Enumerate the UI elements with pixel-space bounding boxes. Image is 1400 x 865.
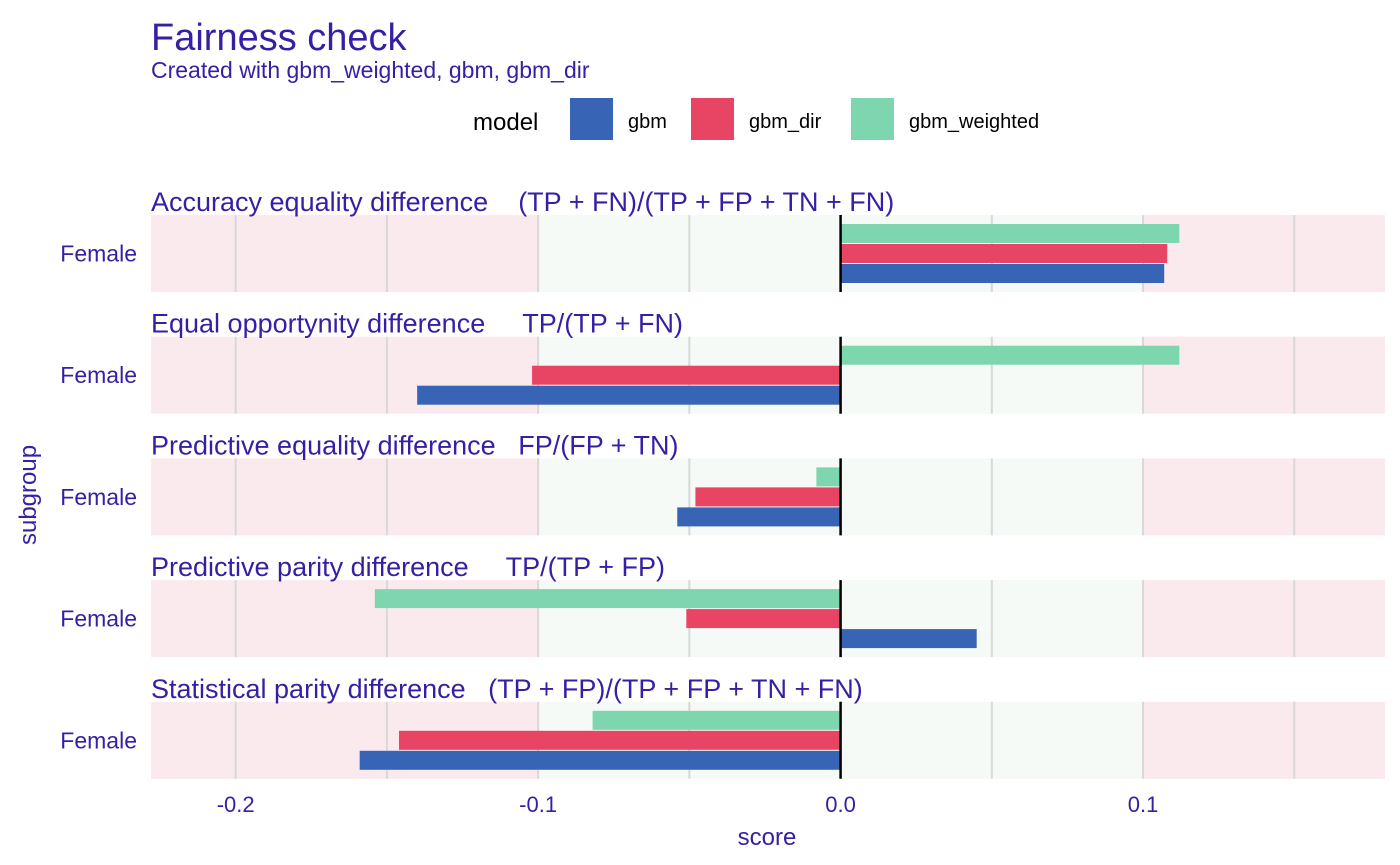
bar-gbm bbox=[417, 385, 841, 405]
panel-label: Statistical parity difference (TP + FP)/… bbox=[151, 674, 863, 704]
bar-gbm_weighted bbox=[374, 589, 841, 609]
y-axis-label: subgroup bbox=[15, 445, 42, 545]
panel-1: Equal opportynity difference TP/(TP + FN… bbox=[60, 309, 1385, 414]
subgroup-label: Female bbox=[60, 484, 137, 510]
x-axis-label: score bbox=[738, 824, 797, 851]
chart-panels: Accuracy equality difference (TP + FN)/(… bbox=[60, 187, 1385, 779]
subgroup-label: Female bbox=[60, 362, 137, 388]
x-tick-label: -0.2 bbox=[217, 792, 255, 817]
bar-gbm bbox=[840, 629, 977, 649]
x-axis-ticks: -0.2 -0.1 0.0 0.1 bbox=[217, 792, 1159, 817]
bar-gbm_dir bbox=[532, 365, 841, 385]
bar-gbm_weighted bbox=[840, 345, 1180, 365]
legend-swatch-gbm_weighted bbox=[851, 98, 894, 140]
legend-swatch-gbm_dir bbox=[691, 98, 734, 140]
unfair-zone-left bbox=[151, 215, 539, 292]
unfair-zone-right bbox=[1143, 215, 1385, 292]
chart-title: Fairness check bbox=[151, 17, 408, 59]
panel-3: Predictive parity difference TP/(TP + FP… bbox=[60, 552, 1385, 658]
bar-gbm_weighted bbox=[840, 224, 1180, 243]
legend-label-gbm: gbm bbox=[628, 111, 667, 133]
bar-gbm_weighted bbox=[592, 710, 841, 730]
panel-label: Accuracy equality difference (TP + FN)/(… bbox=[151, 187, 894, 217]
unfair-zone-right bbox=[1143, 336, 1385, 414]
panel-0: Accuracy equality difference (TP + FN)/(… bbox=[60, 187, 1385, 292]
legend-label-gbm_dir: gbm_dir bbox=[749, 111, 822, 133]
unfair-zone-right bbox=[1143, 580, 1385, 658]
legend-swatch-gbm bbox=[570, 98, 613, 140]
legend-title: model bbox=[473, 109, 538, 136]
panel-4: Statistical parity difference (TP + FP)/… bbox=[60, 674, 1385, 779]
bar-gbm_weighted bbox=[816, 467, 841, 487]
bar-gbm_dir bbox=[695, 487, 841, 507]
unfair-zone-left bbox=[151, 458, 539, 536]
x-tick-label: 0.1 bbox=[1128, 792, 1159, 817]
bar-gbm bbox=[359, 750, 841, 770]
subgroup-label: Female bbox=[60, 606, 137, 632]
unfair-zone-right bbox=[1143, 458, 1385, 536]
bar-gbm_dir bbox=[399, 730, 841, 750]
bar-gbm_dir bbox=[686, 609, 841, 629]
unfair-zone-right bbox=[1143, 701, 1385, 779]
panel-label: Equal opportynity difference TP/(TP + FN… bbox=[151, 309, 683, 339]
x-tick-label: -0.1 bbox=[519, 792, 557, 817]
subgroup-label: Female bbox=[60, 727, 137, 753]
panel-2: Predictive equality difference FP/(FP + … bbox=[60, 430, 1385, 536]
legend-label-gbm_weighted: gbm_weighted bbox=[909, 111, 1039, 133]
panel-label: Predictive parity difference TP/(TP + FP… bbox=[151, 552, 665, 582]
legend: model gbm gbm_dir gbm_weighted bbox=[473, 98, 1039, 140]
bar-gbm bbox=[677, 507, 841, 527]
chart-subtitle: Created with gbm_weighted, gbm, gbm_dir bbox=[151, 57, 590, 83]
x-tick-label: 0.0 bbox=[825, 792, 856, 817]
bar-gbm bbox=[840, 264, 1165, 283]
bar-gbm_dir bbox=[840, 244, 1168, 263]
subgroup-label: Female bbox=[60, 241, 137, 267]
panel-label: Predictive equality difference FP/(FP + … bbox=[151, 430, 678, 460]
